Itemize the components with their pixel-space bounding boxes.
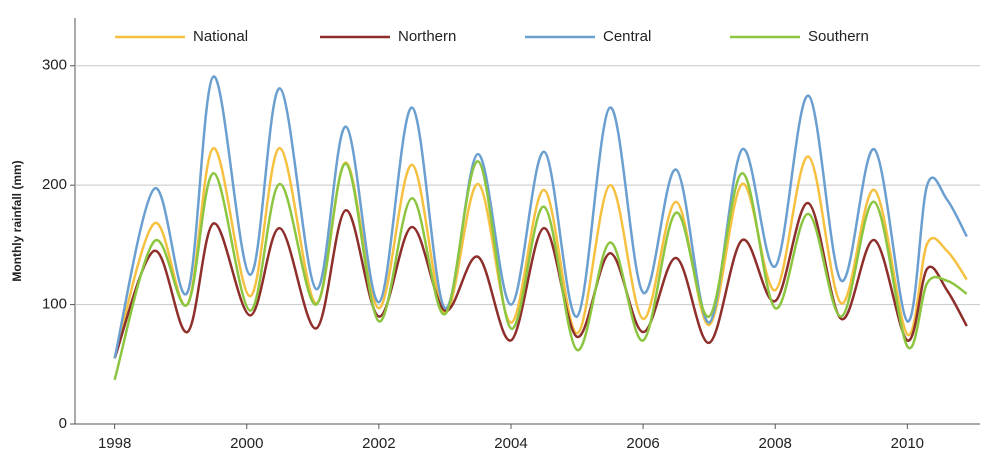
legend-label: Northern: [398, 28, 456, 45]
legend-label: National: [193, 28, 248, 45]
y-tick-label: 300: [42, 57, 67, 74]
x-tick-label: 2006: [626, 435, 659, 452]
x-tick-label: 2000: [230, 435, 263, 452]
y-tick-label: 0: [59, 415, 67, 432]
y-tick-label: 200: [42, 176, 67, 193]
legend-label: Southern: [808, 28, 869, 45]
series-line: [113, 75, 968, 359]
legend-label: Central: [603, 28, 651, 45]
x-tick-label: 1998: [98, 435, 131, 452]
series-line: [113, 201, 968, 359]
x-tick-label: 2010: [891, 435, 924, 452]
y-tick-label: 100: [42, 296, 67, 313]
x-tick-label: 2002: [362, 435, 395, 452]
series-line: [113, 146, 968, 359]
y-axis-label: Monthly rainfall (mm): [10, 160, 24, 281]
x-tick-label: 2008: [759, 435, 792, 452]
x-tick-label: 2004: [494, 435, 527, 452]
series-line: [113, 160, 968, 381]
